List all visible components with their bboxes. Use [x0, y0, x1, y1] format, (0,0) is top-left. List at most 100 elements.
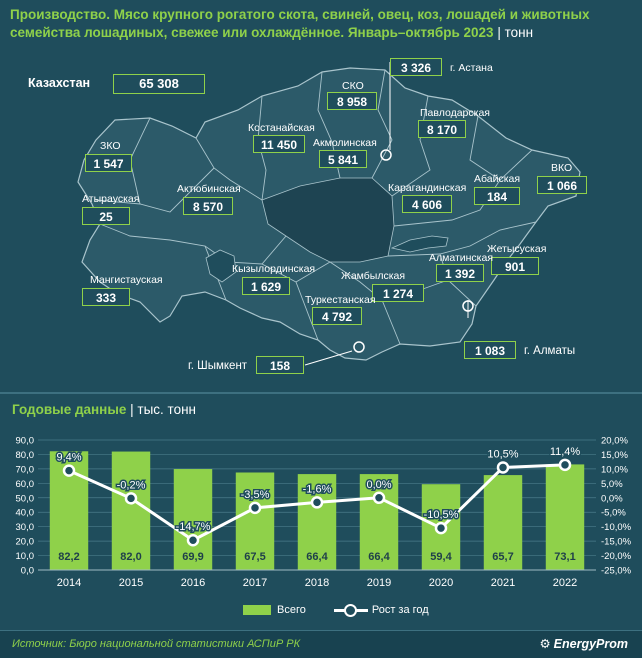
growth-value-label: 0,0%: [366, 479, 391, 491]
growth-value-label: -10,5%: [424, 509, 459, 521]
region-value-pavlodar: 8 170: [418, 120, 466, 138]
y2-tick-label: 20,0%: [601, 436, 628, 447]
y-tick-label: 10,0: [16, 551, 35, 562]
total-label: Казахстан: [28, 76, 91, 90]
growth-value-label: 10,5%: [487, 448, 518, 460]
shymkent-marker: [353, 341, 365, 353]
region-label-turkestan: Туркестанская: [305, 294, 376, 306]
growth-value-label: 11,4%: [550, 446, 581, 458]
chart-section-separator: |: [130, 402, 134, 417]
region-label-karaganda: Карагандинская: [388, 182, 467, 194]
region-value-almaty-city: 1 083: [464, 341, 516, 359]
region-value-zhetysu: 901: [491, 257, 539, 275]
brand-logo: ⚙ EnergyProm: [539, 636, 628, 651]
y-tick-label: 0,0: [21, 566, 34, 577]
region-label-abai: Абайская: [474, 173, 521, 185]
bar-value-label: 66,4: [368, 551, 390, 563]
region-label-sko: СКО: [342, 80, 364, 92]
region-value-sko: 8 958: [327, 92, 377, 110]
bar: [359, 474, 399, 570]
bar-value-label: 66,4: [306, 551, 328, 563]
region-label-shymkent: г. Шымкент: [188, 360, 248, 372]
brand-name: EnergyProm: [553, 637, 628, 651]
growth-value-label: -0,2%: [117, 479, 146, 491]
region-label-akmola: Акмолинская: [313, 137, 377, 149]
title-separator: |: [497, 25, 501, 40]
balkhash-lake-shape: [390, 235, 449, 253]
source-note: Источник: Бюро национальной статистики А…: [12, 638, 301, 650]
region-label-kostanay: Костанайская: [248, 122, 315, 134]
growth-point: [558, 458, 572, 472]
region-value-kostanay: 11 450: [253, 135, 305, 153]
bar-value-label: 69,9: [182, 551, 203, 563]
region-value-shymkent: 158: [256, 356, 304, 374]
bar: [111, 451, 151, 570]
legend-bar-label: Всего: [277, 604, 306, 616]
bar: [235, 472, 275, 570]
y-tick-label: 40,0: [16, 508, 35, 519]
bar-value-label: 59,4: [430, 551, 452, 563]
astana-marker: [380, 149, 392, 161]
footer: Источник: Бюро национальной статистики А…: [0, 630, 642, 658]
legend-bar-swatch: [243, 605, 271, 615]
x-tick-label: 2016: [181, 577, 205, 589]
growth-value-label: -1,6%: [303, 483, 332, 495]
page-title: Производство. Мясо крупного рогатого ско…: [10, 6, 635, 42]
kazakhstan-map: [77, 62, 581, 366]
region-label-atyrau: Атырауская: [82, 193, 140, 205]
y-tick-label: 90,0: [16, 436, 35, 447]
axis-layer: 0,0 10,0 20,0 30,0 40,0 50,0 60,0 70,0 80,0 90,0 -…: [16, 436, 632, 590]
region-value-almaty-reg: 1 392: [436, 264, 484, 282]
y2-tick-label: -25,0%: [601, 566, 632, 577]
y2-tick-label: -10,0%: [601, 522, 632, 533]
region-label-kyzylorda: Кызылординская: [232, 263, 316, 275]
bar: [545, 464, 585, 570]
chart-legend: Всего Рост за год: [243, 604, 429, 617]
growth-value-label: 9,4%: [56, 452, 81, 464]
growth-value-label: -14,7%: [176, 521, 211, 533]
region-label-pavlodar: Павлодарская: [420, 107, 490, 119]
y-tick-label: 20,0: [16, 537, 35, 548]
region-label-vko: ВКО: [551, 162, 573, 174]
region-value-atyrau: 25: [82, 207, 130, 225]
line-layer: 9,4% -0,2% -14,7% -3,5% -1,6% 0,0% -10,5% 10,5%…: [55, 444, 582, 547]
growth-point: [434, 521, 448, 535]
chart-section-title-text: Годовые данные: [12, 402, 127, 417]
y2-tick-label: -5,0%: [601, 508, 626, 519]
region-label-astana: г. Астана: [450, 62, 493, 74]
region-label-zhetysu: Жетысуская: [487, 243, 547, 255]
brand-icon: ⚙: [539, 637, 551, 651]
x-tick-label: 2020: [429, 577, 453, 589]
x-tick-label: 2018: [305, 577, 329, 589]
y2-tick-label: -20,0%: [601, 551, 632, 562]
bar-layer: 82,2 82,0 69,9 67,5 66,4 66,4 59,4 65,7 73,1: [49, 451, 585, 570]
y2-tick-label: 15,0%: [601, 450, 628, 461]
section-divider: [0, 392, 642, 394]
legend-line-label: Рост за год: [371, 604, 429, 616]
x-tick-label: 2014: [57, 577, 81, 589]
bar: [173, 469, 213, 570]
chart-section-title: Годовые данные | тыс. тонн: [12, 402, 196, 417]
region-value-zhambyl: 1 274: [372, 284, 424, 302]
y-tick-label: 30,0: [16, 522, 35, 533]
total-value: 65 308: [113, 74, 205, 94]
bar-value-label: 82,2: [58, 551, 79, 563]
y2-tick-label: 0,0%: [601, 493, 623, 504]
x-tick-label: 2022: [553, 577, 577, 589]
bar: [483, 475, 523, 570]
leader-lines: [304, 62, 469, 366]
region-value-karaganda: 4 606: [402, 195, 452, 213]
y2-tick-label: -15,0%: [601, 537, 632, 548]
region-value-aktobe: 8 570: [183, 197, 233, 215]
region-value-kyzylorda: 1 629: [242, 277, 290, 295]
region-value-astana: 3 326: [390, 58, 442, 76]
bar-value-label: 82,0: [120, 551, 141, 563]
region-value-turkestan: 4 792: [312, 307, 362, 325]
title-unit: тонн: [504, 25, 534, 40]
y-tick-label: 60,0: [16, 479, 35, 490]
title-text: Производство. Мясо крупного рогатого ско…: [10, 7, 590, 40]
growth-point: [496, 461, 510, 474]
y-tick-label: 80,0: [16, 450, 35, 461]
y2-tick-label: 10,0%: [601, 464, 628, 475]
annual-chart: 82,2 82,0 69,9 67,5 66,4 66,4 59,4 65,7 73,1 9,4…: [16, 436, 632, 590]
